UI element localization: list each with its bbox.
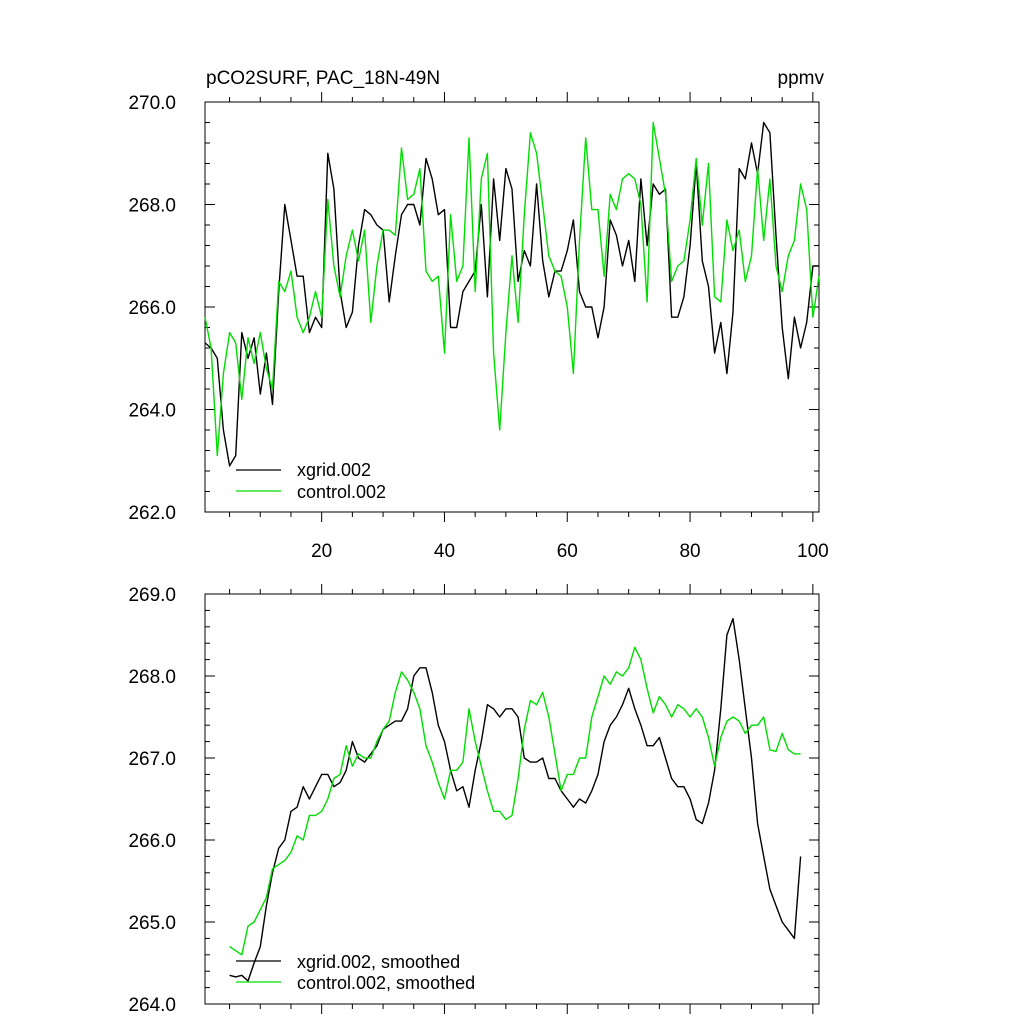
bottom-series-lines [229,617,802,982]
top-series-lines [204,121,820,467]
bottom-ytick-label: 269.0 [128,585,176,606]
top-x-tick-labels: 20 40 60 80 100 [311,541,829,562]
bottom-ytick-label: 266.0 [128,831,176,852]
top-series-line-1 [204,121,820,457]
legend-label-xgrid-smoothed: xgrid.002, smoothed [297,952,460,972]
bottom-series-line-1 [229,646,801,956]
top-series-line-0 [204,121,819,467]
top-ytick-label: 270.0 [128,93,176,114]
top-xtick-label: 80 [679,541,700,562]
plot-frame-bottom [204,593,820,1005]
bottom-ytick-label: 264.0 [128,995,176,1016]
top-ytick-label: 268.0 [128,196,176,217]
top-ytick-label: 264.0 [128,401,176,422]
units-label: ppmv [778,68,825,89]
top-xtick-label: 60 [557,541,578,562]
plot-frame-top [204,101,820,513]
top-ticks [205,92,819,522]
bottom-ytick-label: 268.0 [128,667,176,688]
top-xtick-label: 100 [797,541,829,562]
bottom-y-tick-labels: 264.0 265.0 266.0 267.0 268.0 269.0 [128,585,176,1016]
legend-label-control-smoothed: control.002, smoothed [297,973,475,993]
bottom-ytick-label: 265.0 [128,913,176,934]
top-y-tick-labels: 262.0 264.0 266.0 268.0 270.0 [128,93,176,524]
chart-title: pCO2SURF, PAC_18N-49N [206,68,440,89]
bottom-ytick-label: 267.0 [128,749,176,770]
top-xtick-label: 20 [311,541,332,562]
top-legend: xgrid.002 control.002 [236,460,386,502]
legend-label-xgrid: xgrid.002 [297,460,371,480]
legend-label-control: control.002 [297,482,386,502]
top-panel: pCO2SURF, PAC_18N-49N ppmv 262.0 264.0 266… [128,68,828,562]
top-ytick-label: 262.0 [128,503,176,524]
bottom-legend: xgrid.002, smoothed control.002, smoothe… [236,952,475,993]
top-ytick-label: 266.0 [128,298,176,319]
top-xtick-label: 40 [434,541,455,562]
bottom-panel: 264.0 265.0 266.0 267.0 268.0 269.0 xgrid.002… [128,584,820,1016]
bottom-series-line-0 [229,617,802,982]
bottom-ticks [205,584,819,1014]
